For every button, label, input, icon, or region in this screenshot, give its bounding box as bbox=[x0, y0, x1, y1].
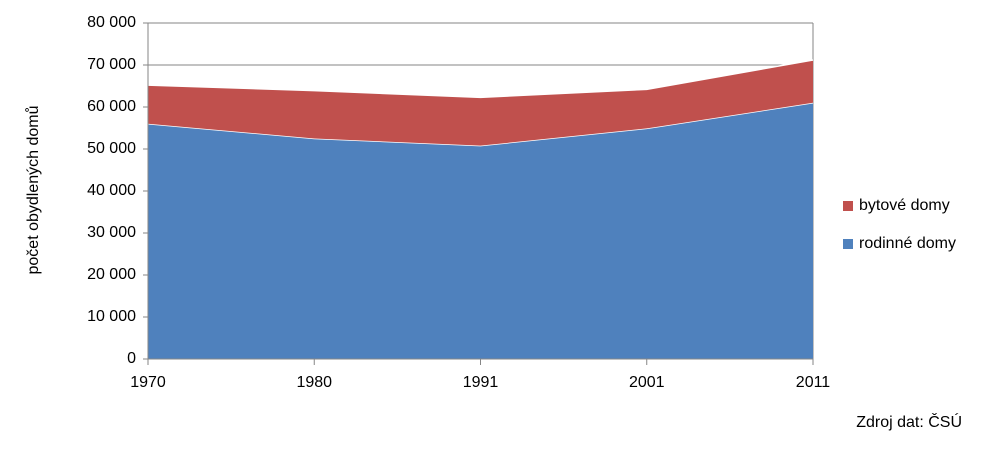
x-tick-label: 1991 bbox=[463, 374, 499, 391]
y-tick-label: 20 000 bbox=[87, 266, 136, 283]
x-tick-label: 2001 bbox=[629, 374, 665, 391]
legend-label: bytové domy bbox=[859, 197, 950, 214]
legend-label: rodinné domy bbox=[859, 235, 956, 252]
x-tick-label: 1980 bbox=[296, 374, 332, 391]
y-tick-label: 70 000 bbox=[87, 56, 136, 73]
y-tick-label: 30 000 bbox=[87, 224, 136, 241]
y-tick-label: 80 000 bbox=[87, 14, 136, 31]
legend-swatch bbox=[843, 201, 853, 211]
x-tick-label: 1970 bbox=[130, 374, 166, 391]
area bbox=[148, 59, 813, 146]
area bbox=[148, 102, 813, 360]
x-tick-label: 2011 bbox=[796, 374, 831, 391]
y-tick-label: 0 bbox=[127, 350, 136, 367]
y-tick-label: 10 000 bbox=[87, 308, 136, 325]
y-axis-label: počet obydlených domů bbox=[24, 106, 42, 275]
y-tick-label: 50 000 bbox=[87, 140, 136, 157]
source-note: Zdroj dat: ČSÚ bbox=[856, 412, 962, 431]
legend-swatch bbox=[843, 239, 853, 249]
y-tick-label: 60 000 bbox=[87, 98, 136, 115]
y-tick-label: 40 000 bbox=[87, 182, 136, 199]
area-edge bbox=[147, 59, 814, 99]
